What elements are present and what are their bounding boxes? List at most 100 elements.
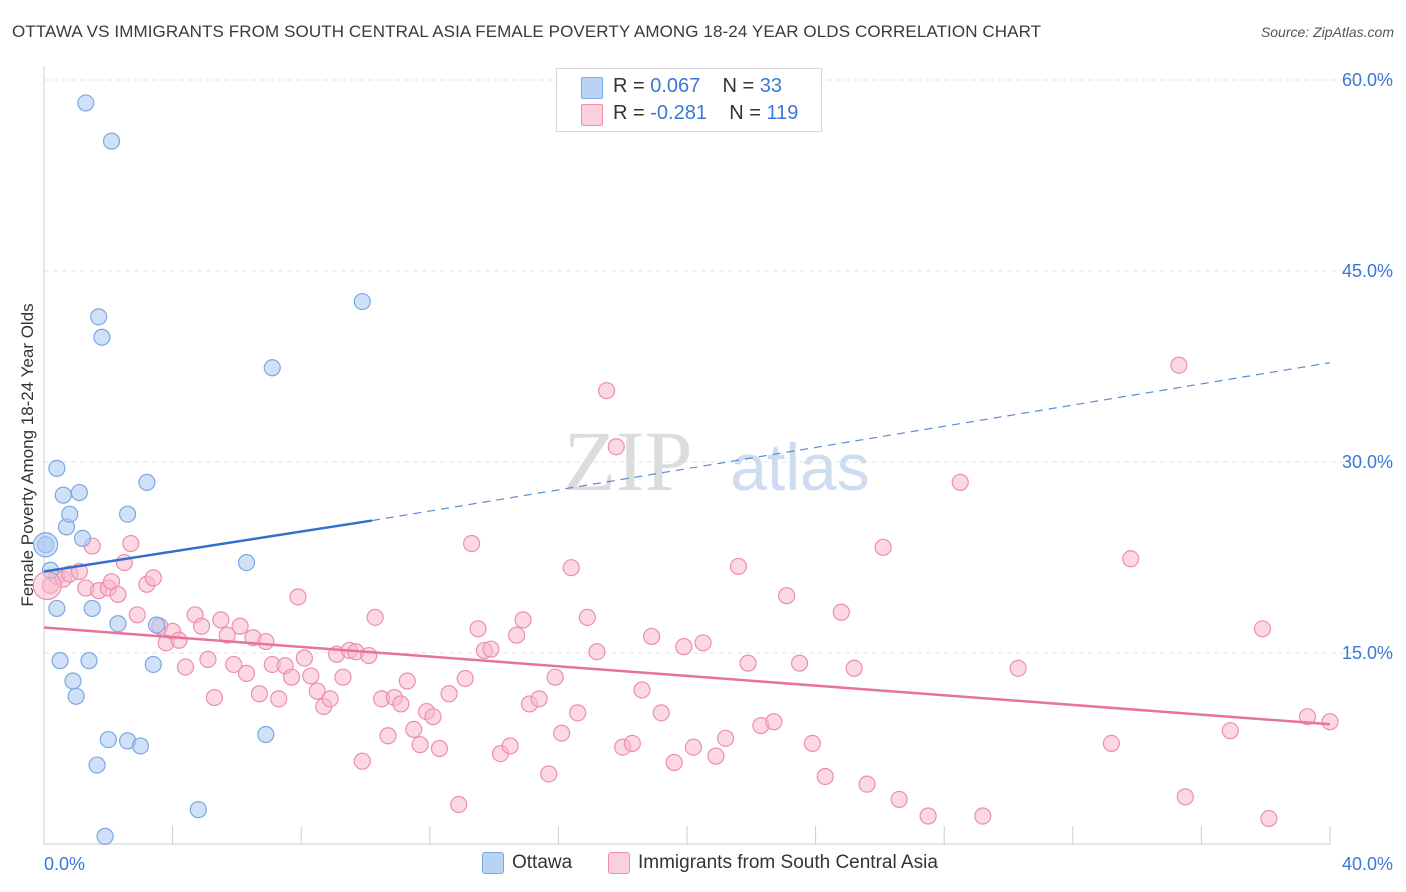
- point-immigrants: [553, 724, 571, 742]
- point-ottawa: [353, 292, 371, 311]
- point-ottawa: [99, 730, 117, 749]
- point-immigrants: [858, 775, 876, 793]
- point-ottawa: [118, 505, 137, 523]
- legend-label-immigrants: Immigrants from South Central Asia: [638, 852, 938, 873]
- point-immigrants: [360, 646, 378, 665]
- point-ottawa: [138, 473, 156, 491]
- point-immigrants: [778, 587, 796, 605]
- point-immigrants: [430, 739, 449, 758]
- point-immigrants: [270, 690, 288, 708]
- y-tick-label: 30.0%: [1342, 452, 1393, 472]
- source-note: Source: ZipAtlas.com: [1260, 24, 1394, 40]
- point-immigrants: [598, 382, 616, 400]
- trendline-ottawa: [43, 519, 373, 573]
- point-immigrants: [562, 559, 580, 577]
- x-tick-label: 40.0%: [1342, 854, 1393, 874]
- point-immigrants: [919, 807, 937, 825]
- correlation-legend: R = 0.067 N = 33 R = -0.281 N = 119: [556, 68, 822, 132]
- point-immigrants: [716, 729, 735, 747]
- point-immigrants: [379, 727, 397, 745]
- point-immigrants: [302, 667, 320, 685]
- legend-r-label: R =: [613, 102, 651, 124]
- point-immigrants: [874, 538, 892, 556]
- point-immigrants: [456, 669, 474, 688]
- point-immigrants: [199, 650, 217, 668]
- trendline-ottawa-projection: [371, 362, 1331, 522]
- trendline-immigrants: [43, 626, 1331, 726]
- point-ottawa: [109, 615, 127, 633]
- point-immigrants: [729, 557, 748, 576]
- point-immigrants: [974, 807, 992, 825]
- point-immigrants: [289, 588, 307, 606]
- point-immigrants: [1260, 809, 1278, 828]
- legend-swatch-immigrants: [581, 104, 603, 126]
- point-immigrants: [398, 672, 416, 690]
- point-immigrants: [295, 649, 314, 667]
- point-ottawa: [88, 756, 106, 774]
- legend-n-value: 119: [766, 102, 799, 124]
- point-immigrants: [684, 738, 703, 756]
- point-immigrants: [569, 704, 587, 722]
- point-immigrants: [122, 534, 140, 553]
- point-ottawa: [257, 725, 275, 744]
- point-immigrants: [803, 734, 821, 753]
- point-immigrants: [501, 737, 519, 755]
- y-axis-label: Female Poverty Among 18-24 Year Olds: [18, 303, 37, 607]
- point-immigrants: [192, 617, 211, 635]
- legend-r-label: R =: [613, 75, 651, 97]
- point-immigrants: [845, 659, 863, 677]
- point-ottawa: [131, 737, 150, 755]
- point-ottawa: [48, 459, 66, 477]
- point-ottawa: [48, 599, 66, 618]
- point-immigrants: [405, 720, 423, 739]
- point-ottawa: [189, 801, 207, 819]
- point-immigrants: [225, 655, 243, 674]
- x-tick-label: 0.0%: [44, 854, 85, 874]
- point-immigrants: [694, 634, 712, 652]
- watermark-atlas: atlas: [730, 430, 869, 504]
- point-immigrants: [176, 658, 195, 676]
- point-immigrants: [832, 603, 850, 621]
- point-immigrants: [578, 608, 596, 626]
- point-ottawa: [73, 529, 92, 548]
- point-immigrants: [170, 631, 188, 649]
- point-ottawa: [70, 483, 88, 502]
- point-ottawa: [263, 359, 281, 377]
- point-ottawa: [80, 652, 98, 670]
- point-immigrants: [890, 790, 908, 809]
- point-ottawa: [237, 553, 256, 572]
- point-immigrants: [231, 617, 249, 635]
- point-immigrants: [1102, 734, 1120, 753]
- point-immigrants: [508, 626, 526, 644]
- point-immigrants: [450, 795, 468, 814]
- point-ottawa: [144, 655, 162, 674]
- series-legend: Ottawa Immigrants from South Central Asi…: [0, 850, 1406, 880]
- legend-swatch-ottawa: [482, 852, 504, 874]
- point-immigrants: [951, 473, 969, 491]
- legend-label-ottawa: Ottawa: [512, 852, 573, 873]
- point-immigrants: [424, 708, 442, 726]
- chart-title: OTTAWA VS IMMIGRANTS FROM SOUTH CENTRAL …: [12, 22, 1042, 41]
- point-immigrants: [765, 713, 783, 731]
- point-immigrants: [411, 736, 429, 754]
- point-immigrants: [334, 668, 352, 686]
- point-ottawa: [77, 94, 95, 112]
- point-ottawa: [61, 505, 79, 523]
- legend-swatch-immigrants: [608, 852, 630, 874]
- point-immigrants: [353, 752, 371, 770]
- point-immigrants: [440, 685, 458, 703]
- legend-n-label: N =: [729, 102, 767, 124]
- point-immigrants: [482, 640, 500, 658]
- point-ottawa: [51, 652, 69, 670]
- point-ottawa: [67, 687, 85, 705]
- point-ottawa: [90, 308, 108, 326]
- point-immigrants: [1009, 659, 1027, 677]
- y-tick-label: 45.0%: [1342, 261, 1393, 281]
- point-immigrants: [212, 611, 230, 629]
- point-immigrants: [514, 611, 532, 629]
- point-immigrants: [540, 765, 558, 783]
- point-immigrants: [308, 682, 326, 700]
- point-ottawa: [83, 599, 101, 618]
- point-immigrants: [707, 747, 725, 765]
